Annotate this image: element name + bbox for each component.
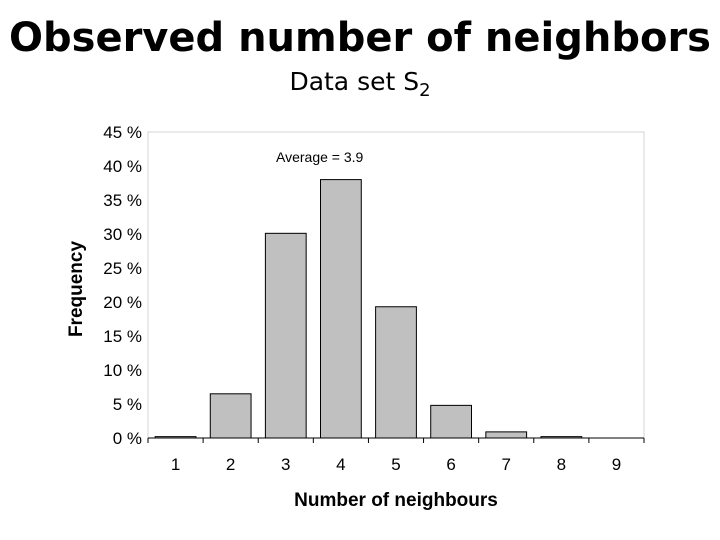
y-tick-label: 40 % bbox=[103, 157, 142, 176]
subtitle-text: Data set S bbox=[289, 67, 420, 96]
y-tick-labels: 0 % 5 % 10 % 15 % 20 % 25 % 30 % 35 % 40 % 45 % bbox=[103, 123, 142, 448]
bar-3 bbox=[264, 232, 307, 439]
y-axis-title: Frequency bbox=[66, 241, 87, 338]
x-axis-title: Number of neighbours bbox=[294, 490, 498, 511]
y-tick-label: 45 % bbox=[103, 123, 142, 142]
x-tick-labels: 1 2 3 4 5 6 7 8 9 bbox=[171, 455, 621, 474]
y-tick-label: 0 % bbox=[113, 429, 142, 448]
bar-2 bbox=[209, 393, 252, 439]
y-tick-label: 30 % bbox=[103, 225, 142, 244]
y-tick-label: 5 % bbox=[113, 395, 142, 414]
y-tick-label: 15 % bbox=[103, 327, 142, 346]
bar-8 bbox=[540, 436, 583, 439]
x-tick-label-5: 5 bbox=[391, 455, 400, 474]
y-tick-label: 10 % bbox=[103, 361, 142, 380]
subtitle-subscript: 2 bbox=[419, 80, 431, 101]
slide-title: Observed number of neighbors bbox=[9, 15, 711, 61]
y-tick-label: 25 % bbox=[103, 259, 142, 278]
x-axis-ticks bbox=[147, 438, 645, 443]
x-tick-label-7: 7 bbox=[501, 455, 510, 474]
x-tick-label-8: 8 bbox=[557, 455, 566, 474]
x-tick-label-6: 6 bbox=[446, 455, 455, 474]
y-tick-label: 20 % bbox=[103, 293, 142, 312]
x-tick-label-3: 3 bbox=[281, 455, 290, 474]
slide-subtitle: Data set S2 bbox=[0, 66, 720, 107]
bars bbox=[154, 179, 583, 439]
bar-6 bbox=[430, 404, 473, 439]
bar-1 bbox=[154, 436, 197, 439]
bar-7 bbox=[485, 431, 528, 439]
bar-5 bbox=[375, 306, 417, 439]
x-tick-label-4: 4 bbox=[336, 455, 345, 474]
average-annotation: Average = 3.9 bbox=[276, 149, 364, 165]
x-tick-label-2: 2 bbox=[226, 455, 235, 474]
bar-4 bbox=[319, 179, 362, 439]
y-tick-label: 35 % bbox=[103, 191, 142, 210]
x-tick-label-9: 9 bbox=[612, 455, 621, 474]
x-tick-label-1: 1 bbox=[171, 455, 180, 474]
